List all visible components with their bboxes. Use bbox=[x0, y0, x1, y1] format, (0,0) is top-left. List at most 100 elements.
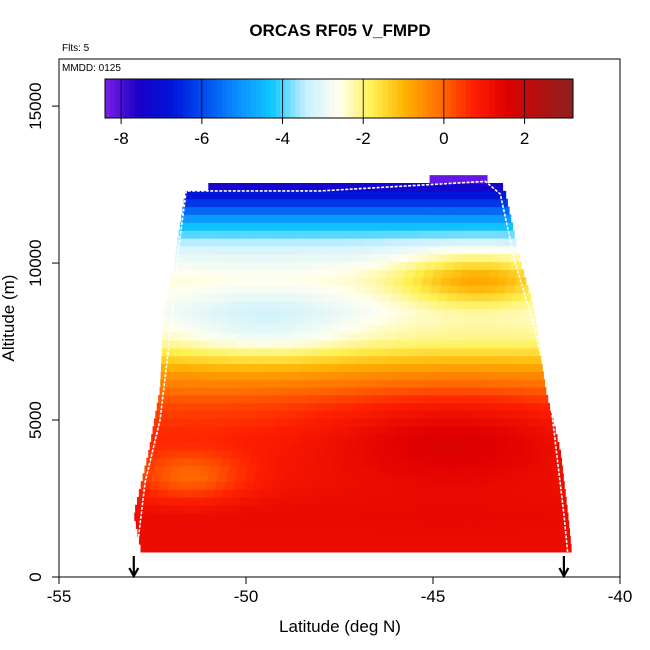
heatmap-cell bbox=[303, 308, 314, 318]
heatmap-cell bbox=[174, 300, 185, 310]
heatmap-cell bbox=[423, 347, 434, 357]
heatmap-cell bbox=[252, 442, 263, 451]
heatmap-cell bbox=[227, 347, 238, 357]
heatmap-cell bbox=[361, 457, 372, 467]
heatmap-cell bbox=[293, 512, 304, 522]
heatmap-cell bbox=[405, 324, 416, 333]
heatmap-cell bbox=[392, 544, 403, 553]
heatmap-cell bbox=[406, 504, 417, 514]
heatmap-cell bbox=[258, 253, 269, 263]
heatmap-cell bbox=[409, 292, 420, 302]
heatmap-cell bbox=[546, 465, 557, 474]
heatmap-cell bbox=[490, 418, 501, 427]
heatmap-cell bbox=[383, 387, 394, 396]
heatmap-cell bbox=[515, 434, 526, 443]
heatmap-cell bbox=[506, 379, 517, 388]
heatmap-cell bbox=[445, 457, 456, 467]
heatmap-cell bbox=[484, 536, 495, 545]
heatmap-cell bbox=[198, 222, 209, 231]
heatmap-cell bbox=[359, 504, 370, 514]
heatmap-cell bbox=[332, 261, 343, 270]
heatmap-cell bbox=[233, 442, 244, 451]
heatmap-cell bbox=[249, 457, 260, 467]
heatmap-cell bbox=[324, 253, 335, 263]
heatmap-cell bbox=[423, 355, 434, 365]
heatmap-cell bbox=[240, 402, 251, 412]
heatmap-cell bbox=[372, 292, 383, 302]
heatmap-cell bbox=[527, 332, 538, 341]
colorbar-tick-label: -8 bbox=[114, 129, 129, 148]
heatmap-cell bbox=[423, 222, 433, 231]
colorbar-segment bbox=[178, 79, 184, 118]
heatmap-cell bbox=[482, 496, 493, 506]
heatmap-cell bbox=[162, 324, 173, 333]
heatmap-cell bbox=[191, 261, 202, 270]
heatmap-cell bbox=[340, 332, 351, 341]
heatmap-cell bbox=[202, 528, 213, 537]
heatmap-cell bbox=[414, 339, 425, 349]
heatmap-cell bbox=[388, 520, 399, 529]
colorbar-tick-label: 2 bbox=[520, 129, 529, 148]
heatmap-cell bbox=[301, 363, 312, 372]
heatmap-cell bbox=[262, 230, 273, 239]
heatmap-cell bbox=[486, 481, 497, 490]
heatmap-cell bbox=[417, 198, 428, 208]
heatmap-cell bbox=[396, 512, 407, 522]
heatmap-cell bbox=[378, 308, 389, 318]
heatmap-cell bbox=[199, 426, 210, 435]
heatmap-cell bbox=[356, 230, 367, 239]
heatmap-cell bbox=[303, 418, 314, 427]
heatmap-cell bbox=[527, 504, 538, 514]
heatmap-cell bbox=[196, 481, 207, 490]
heatmap-cell bbox=[223, 489, 233, 498]
colorbar-segment bbox=[334, 79, 340, 118]
heatmap-cell bbox=[456, 449, 467, 459]
colorbar-segment bbox=[261, 79, 267, 118]
heatmap-cell bbox=[234, 387, 245, 396]
heatmap-cell bbox=[148, 489, 159, 498]
heatmap-cell bbox=[325, 449, 336, 459]
heatmap-cell bbox=[322, 520, 333, 529]
heatmap-cell bbox=[524, 481, 535, 490]
heatmap-cell bbox=[311, 269, 322, 278]
heatmap-cell bbox=[540, 489, 551, 498]
heatmap-cell bbox=[227, 214, 238, 223]
heatmap-cell bbox=[226, 222, 237, 231]
heatmap-cell bbox=[185, 536, 196, 545]
heatmap-cell bbox=[511, 253, 520, 263]
heatmap-cell bbox=[250, 402, 261, 412]
heatmap-cell bbox=[386, 512, 397, 522]
heatmap-cell bbox=[231, 402, 242, 412]
heatmap-cell bbox=[313, 308, 324, 318]
heatmap-cell bbox=[465, 245, 476, 255]
heatmap-cell bbox=[311, 339, 322, 349]
heatmap-cell bbox=[498, 269, 509, 278]
heatmap-cell bbox=[492, 300, 503, 310]
heatmap-cell bbox=[356, 434, 367, 443]
colorbar-segment bbox=[451, 79, 457, 118]
heatmap-cell bbox=[148, 536, 159, 545]
heatmap-cell bbox=[420, 285, 431, 294]
heatmap-cell bbox=[484, 292, 495, 302]
heatmap-cell bbox=[526, 339, 537, 349]
heatmap-cell bbox=[302, 339, 313, 349]
heatmap-cell bbox=[559, 536, 570, 545]
heatmap-cell bbox=[373, 394, 384, 404]
heatmap-cell bbox=[372, 190, 382, 200]
heatmap-cell bbox=[393, 387, 404, 396]
heatmap-cell bbox=[265, 512, 276, 522]
heatmap-cell bbox=[173, 261, 184, 270]
heatmap-cell bbox=[450, 371, 461, 380]
heatmap-cell bbox=[247, 504, 258, 514]
heatmap-cell bbox=[399, 402, 410, 412]
heatmap-cell bbox=[311, 426, 322, 435]
y-tick-label: 5000 bbox=[26, 401, 45, 439]
heatmap-cell bbox=[500, 520, 511, 529]
heatmap-cell bbox=[410, 394, 421, 404]
heatmap-cell bbox=[428, 292, 439, 302]
heatmap-cell bbox=[312, 332, 323, 341]
colorbar-segment bbox=[490, 79, 496, 118]
heatmap-cell bbox=[503, 489, 514, 498]
heatmap-cell bbox=[389, 457, 400, 467]
heatmap-cell bbox=[416, 308, 427, 318]
